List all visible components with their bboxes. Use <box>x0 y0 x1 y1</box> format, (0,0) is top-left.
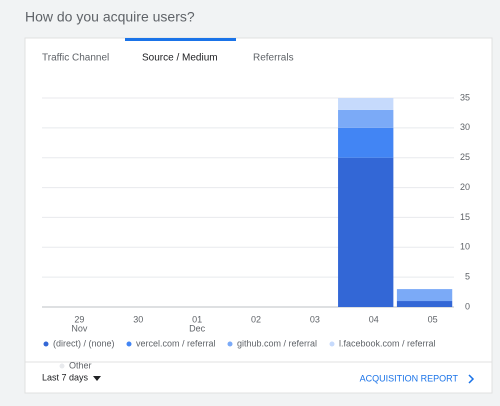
legend-label: l.facebook.com / referral <box>339 338 436 348</box>
tab[interactable]: Referrals <box>253 53 294 64</box>
bar-segment <box>338 109 394 128</box>
x-tick-label: 29 <box>74 314 84 324</box>
bar-segment <box>396 301 453 307</box>
report-link[interactable]: ACQUISITION REPORT <box>360 373 459 383</box>
bar-segment <box>338 127 394 158</box>
legend-swatch <box>227 341 233 347</box>
card <box>24 37 493 394</box>
y-tick-label: 15 <box>460 212 470 222</box>
tab[interactable]: Traffic Channel <box>42 53 109 64</box>
y-tick-label: 35 <box>460 92 470 102</box>
bar-segment <box>396 289 453 302</box>
legend-swatch <box>43 341 49 347</box>
legend-label: Other <box>69 360 92 370</box>
x-tick-label: 30 <box>133 314 143 324</box>
legend-swatch <box>59 363 65 369</box>
x-tick-sublabel: Nov <box>71 323 88 333</box>
bar-segment <box>338 157 394 307</box>
tab-active[interactable]: Source / Medium <box>142 53 218 64</box>
y-tick-label: 20 <box>460 182 470 192</box>
legend-swatch <box>329 341 335 347</box>
legend-label: (direct) / (none) <box>53 338 115 348</box>
x-tick-label: 01 <box>192 314 202 324</box>
bar-segment <box>338 98 394 110</box>
widget-title: How do you acquire users? <box>25 9 195 25</box>
dropdown-arrow[interactable] <box>93 376 101 381</box>
y-tick-label: 25 <box>460 152 470 162</box>
date-range[interactable]: Last 7 days <box>42 372 89 382</box>
legend-label: github.com / referral <box>237 338 317 348</box>
x-tick-label: 02 <box>251 314 261 324</box>
chevron[interactable] <box>468 374 475 384</box>
y-tick-label: 0 <box>465 301 470 311</box>
y-tick-label: 5 <box>465 272 470 282</box>
x-tick-label: 04 <box>369 314 379 324</box>
x-tick-sublabel: Dec <box>189 323 206 333</box>
y-tick-label: 30 <box>460 122 470 132</box>
legend-label: vercel.com / referral <box>136 338 216 348</box>
y-tick-label: 10 <box>460 242 470 252</box>
legend-swatch <box>126 341 132 347</box>
x-tick-label: 05 <box>428 314 438 324</box>
x-tick-label: 03 <box>310 314 320 324</box>
active-tab-indicator <box>125 38 236 41</box>
